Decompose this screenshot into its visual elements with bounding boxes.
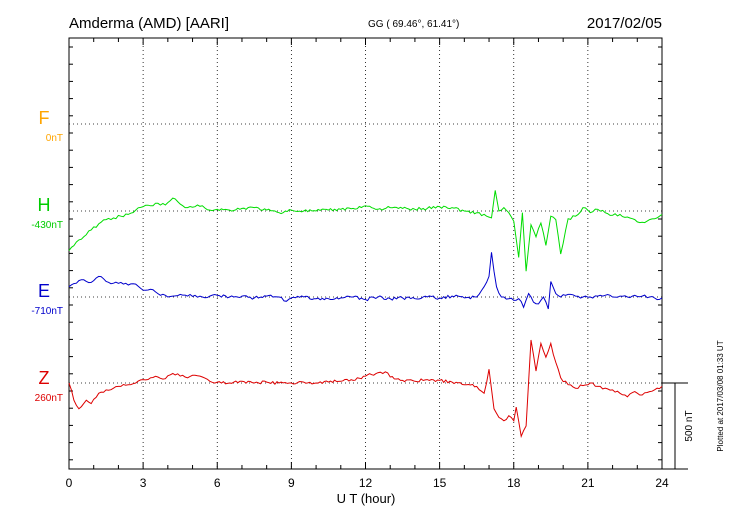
z-component-label: Z [39,368,50,388]
x-tick-label: 0 [66,476,73,490]
x-tick-label: 6 [214,476,221,490]
station-coordinates: GG ( 69.46°, 61.41°) [368,19,459,30]
trace-z [68,339,663,439]
trace-h [68,190,663,272]
x-tick-label: 21 [581,476,595,490]
axis-ticks [68,38,663,469]
x-tick-label: 3 [140,476,147,490]
x-tick-label: 12 [359,476,373,490]
station-title: Amderma (AMD) [AARI] [69,15,229,32]
trace-e [68,252,663,310]
x-axis-label: U T (hour) [337,491,396,506]
e-component-label: E [38,281,50,301]
plotted-timestamp: Plotted at 2017/03/08 01:33 UT [716,340,725,451]
x-tick-label: 9 [288,476,295,490]
x-tick-label: 18 [507,476,521,490]
x-tick-labels: 0 3 6 9 12 15 18 21 24 [66,476,669,490]
x-tick-label: 15 [433,476,447,490]
z-baseline-label: 260nT [35,393,63,404]
f-baseline-label: 0nT [46,133,63,144]
scale-bar-label: 500 nT [684,410,695,441]
x-tick-label: 24 [655,476,669,490]
h-baseline-label: -430nT [31,220,63,231]
data-traces [68,190,663,439]
h-component-label: H [38,195,51,215]
plot-date: 2017/02/05 [587,15,662,32]
e-baseline-label: -710nT [31,306,63,317]
grid-lines [69,38,662,469]
f-component-label: F [39,108,50,128]
